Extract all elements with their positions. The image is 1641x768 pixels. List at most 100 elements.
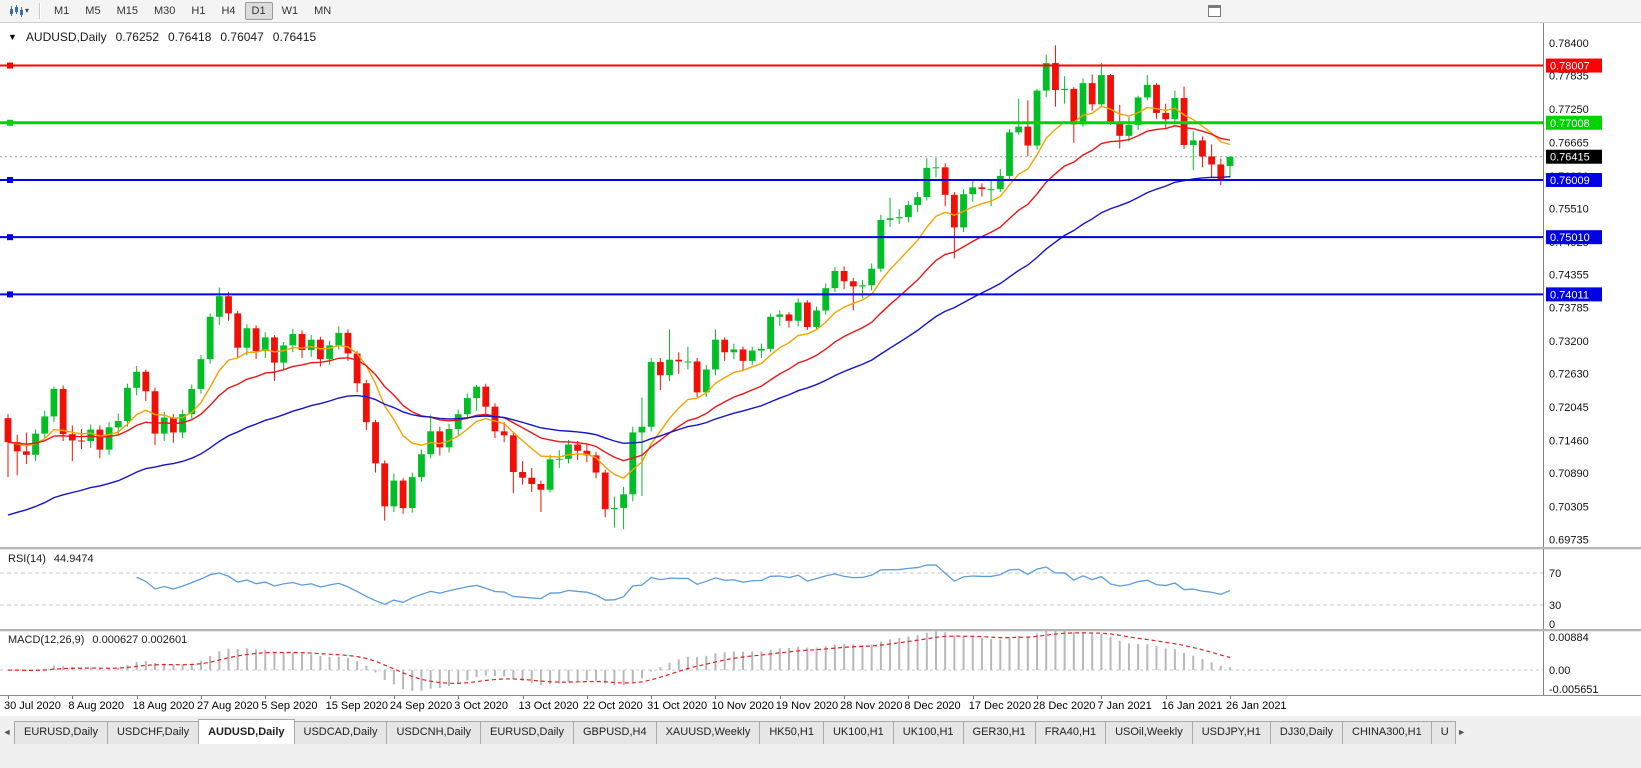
date-label: 13 Oct 2020 bbox=[518, 700, 579, 712]
line-anchor-handle bbox=[7, 176, 13, 183]
rsi-name: RSI(14) bbox=[8, 553, 46, 565]
svg-text:0.74011: 0.74011 bbox=[1550, 289, 1589, 301]
date-label: 19 Nov 2020 bbox=[775, 700, 839, 712]
macd-name: MACD(12,26,9) bbox=[8, 634, 85, 646]
price-tick-label: 0.76665 bbox=[1549, 137, 1589, 149]
line-anchor-handle bbox=[7, 234, 13, 241]
rsi-indicator-panel[interactable]: 70 30 0 bbox=[0, 549, 1641, 629]
timeframe-button-mn[interactable]: MN bbox=[314, 5, 332, 17]
chart-tab[interactable]: USDCNH,Daily bbox=[386, 721, 482, 744]
date-label: 28 Dec 2020 bbox=[1033, 700, 1096, 712]
ma-line-45 bbox=[7, 175, 1231, 516]
rsi-line bbox=[136, 564, 1231, 606]
toolbar-separator bbox=[39, 3, 42, 19]
macd-label: MACD(12,26,9) 0.000627 0.002601 bbox=[8, 634, 187, 646]
rsi-value: 44.9474 bbox=[53, 553, 94, 565]
price-tick-label: 0.77250 bbox=[1549, 104, 1589, 116]
price-tick-label: 0.73200 bbox=[1549, 336, 1589, 348]
price-tick-label: 0.74355 bbox=[1549, 270, 1589, 282]
tab-scroll-left-icon[interactable]: ◄ bbox=[2, 727, 12, 737]
chart-tab[interactable]: USOil,Weekly bbox=[1105, 721, 1193, 744]
chart-title-bar: ▼ AUDUSD,Daily 0.76252 0.76418 0.76047 0… bbox=[8, 30, 316, 44]
timeframe-button-m30[interactable]: M30 bbox=[153, 5, 176, 17]
chart-tab[interactable]: EURUSD,Daily bbox=[14, 721, 108, 744]
timeframe-button-m15[interactable]: M15 bbox=[116, 5, 138, 17]
main-price-chart[interactable]: 0.784000.778350.772500.766650.760800.755… bbox=[0, 23, 1641, 547]
svg-text:0.77008: 0.77008 bbox=[1550, 118, 1590, 130]
chart-tab[interactable]: GER30,H1 bbox=[962, 721, 1036, 744]
ohlc-high: 0.76418 bbox=[168, 30, 212, 44]
price-badge-0.78007: 0.78007 bbox=[1546, 58, 1602, 73]
timeframe-button-h4[interactable]: H4 bbox=[221, 5, 236, 17]
svg-text:0.76415: 0.76415 bbox=[1550, 152, 1590, 164]
chart-tab-partial[interactable]: U bbox=[1430, 721, 1456, 744]
ma-line-10 bbox=[7, 105, 1231, 479]
price-badge-0.75010: 0.75010 bbox=[1546, 230, 1602, 245]
chart-tab[interactable]: AUDUSD,Daily bbox=[198, 719, 295, 744]
tab-scroll-right-icon[interactable]: ► bbox=[1457, 727, 1467, 737]
price-tick-label: 0.70305 bbox=[1549, 502, 1589, 514]
price-badge-0.74011: 0.74011 bbox=[1546, 287, 1602, 302]
chart-tab[interactable]: UK100,H1 bbox=[822, 721, 894, 744]
chart-tab[interactable]: CHINA300,H1 bbox=[1342, 721, 1432, 744]
chart-tab[interactable]: FRA40,H1 bbox=[1034, 721, 1107, 744]
timeframe-group: M1 M5 M15 M30 H1 H4 D1 W1 MN bbox=[46, 2, 339, 20]
chart-tab[interactable]: UK100,H1 bbox=[892, 721, 964, 744]
rsi-tick-label: 70 bbox=[1549, 568, 1561, 580]
window-restore-icon[interactable] bbox=[1208, 5, 1221, 17]
chart-tab[interactable]: XAUUSD,Weekly bbox=[655, 721, 761, 744]
chart-tab[interactable]: DJ30,Daily bbox=[1269, 721, 1344, 744]
line-anchor-handle bbox=[7, 119, 13, 126]
line-anchor-handle bbox=[7, 62, 13, 69]
price-tick-label: 0.75510 bbox=[1549, 204, 1589, 216]
timeframe-button-w1[interactable]: W1 bbox=[281, 5, 299, 17]
candlestick-chart-icon bbox=[10, 5, 23, 17]
ma-line-21 bbox=[7, 125, 1231, 462]
macd-indicator-panel[interactable]: 0.00884 0.00 -0.005651 bbox=[0, 631, 1641, 695]
date-label: 16 Jan 2021 bbox=[1161, 700, 1223, 712]
date-label: 8 Aug 2020 bbox=[68, 700, 124, 712]
chart-tools-icon[interactable]: ▾ bbox=[4, 3, 34, 19]
ohlc-close: 0.76415 bbox=[272, 30, 317, 44]
time-axis[interactable]: 30 Jul 2020 8 Aug 2020 18 Aug 2020 27 Aug 2… bbox=[0, 695, 1641, 716]
macd-tick-label: -0.005651 bbox=[1549, 684, 1599, 695]
date-label: 3 Oct 2020 bbox=[454, 700, 509, 712]
macd-histogram bbox=[16, 631, 1231, 691]
date-label: 5 Sep 2020 bbox=[261, 700, 318, 712]
macd-tick-label: 0.00 bbox=[1549, 665, 1570, 677]
timeframe-button-h1[interactable]: H1 bbox=[191, 5, 206, 17]
chart-tab[interactable]: USDJPY,H1 bbox=[1191, 721, 1271, 744]
svg-text:0.75010: 0.75010 bbox=[1550, 232, 1590, 244]
date-label: 24 Sep 2020 bbox=[389, 700, 453, 712]
price-tick-label: 0.69735 bbox=[1549, 534, 1589, 546]
price-tick-label: 0.78400 bbox=[1549, 38, 1589, 50]
chart-area: 0.784000.778350.772500.766650.760800.755… bbox=[0, 23, 1641, 716]
chart-tab[interactable]: GBPUSD,H4 bbox=[573, 721, 657, 744]
chart-symbol-period: AUDUSD,Daily bbox=[25, 30, 107, 44]
top-toolbar: ▾ M1 M5 M15 M30 H1 H4 D1 W1 MN bbox=[0, 0, 1641, 23]
timeframe-button-m5[interactable]: M5 bbox=[85, 5, 101, 17]
price-tick-label: 0.72630 bbox=[1549, 368, 1589, 380]
chart-tab[interactable]: USDCAD,Daily bbox=[293, 721, 388, 744]
price-badge-0.76009: 0.76009 bbox=[1546, 172, 1602, 187]
date-label: 28 Nov 2020 bbox=[840, 700, 903, 712]
timeframe-button-m1[interactable]: M1 bbox=[54, 5, 70, 17]
svg-text:0.76009: 0.76009 bbox=[1550, 175, 1590, 187]
chart-tab[interactable]: USDCHF,Daily bbox=[106, 721, 200, 744]
chart-tab[interactable]: EURUSD,Daily bbox=[480, 721, 574, 744]
macd-value: 0.000627 0.002601 bbox=[92, 634, 188, 646]
chart-tab[interactable]: HK50,H1 bbox=[759, 721, 824, 744]
rsi-label: RSI(14) 44.9474 bbox=[8, 553, 94, 565]
symbol-dropdown-icon[interactable]: ▼ bbox=[8, 32, 17, 42]
panel-splitter[interactable] bbox=[0, 547, 1641, 550]
timeframe-button-d1[interactable]: D1 bbox=[244, 2, 273, 20]
price-tick-label: 0.72045 bbox=[1549, 402, 1589, 414]
price-tick-label: 0.70890 bbox=[1549, 468, 1589, 480]
date-label: 10 Nov 2020 bbox=[711, 700, 774, 712]
price-tick-label: 0.71460 bbox=[1549, 435, 1589, 447]
macd-signal-line bbox=[7, 632, 1231, 684]
current-price-badge: 0.76415 bbox=[1546, 149, 1602, 164]
price-tick-label: 0.73785 bbox=[1549, 302, 1589, 314]
price-tick-label: 0.77835 bbox=[1549, 70, 1589, 82]
panel-splitter[interactable] bbox=[0, 629, 1641, 632]
